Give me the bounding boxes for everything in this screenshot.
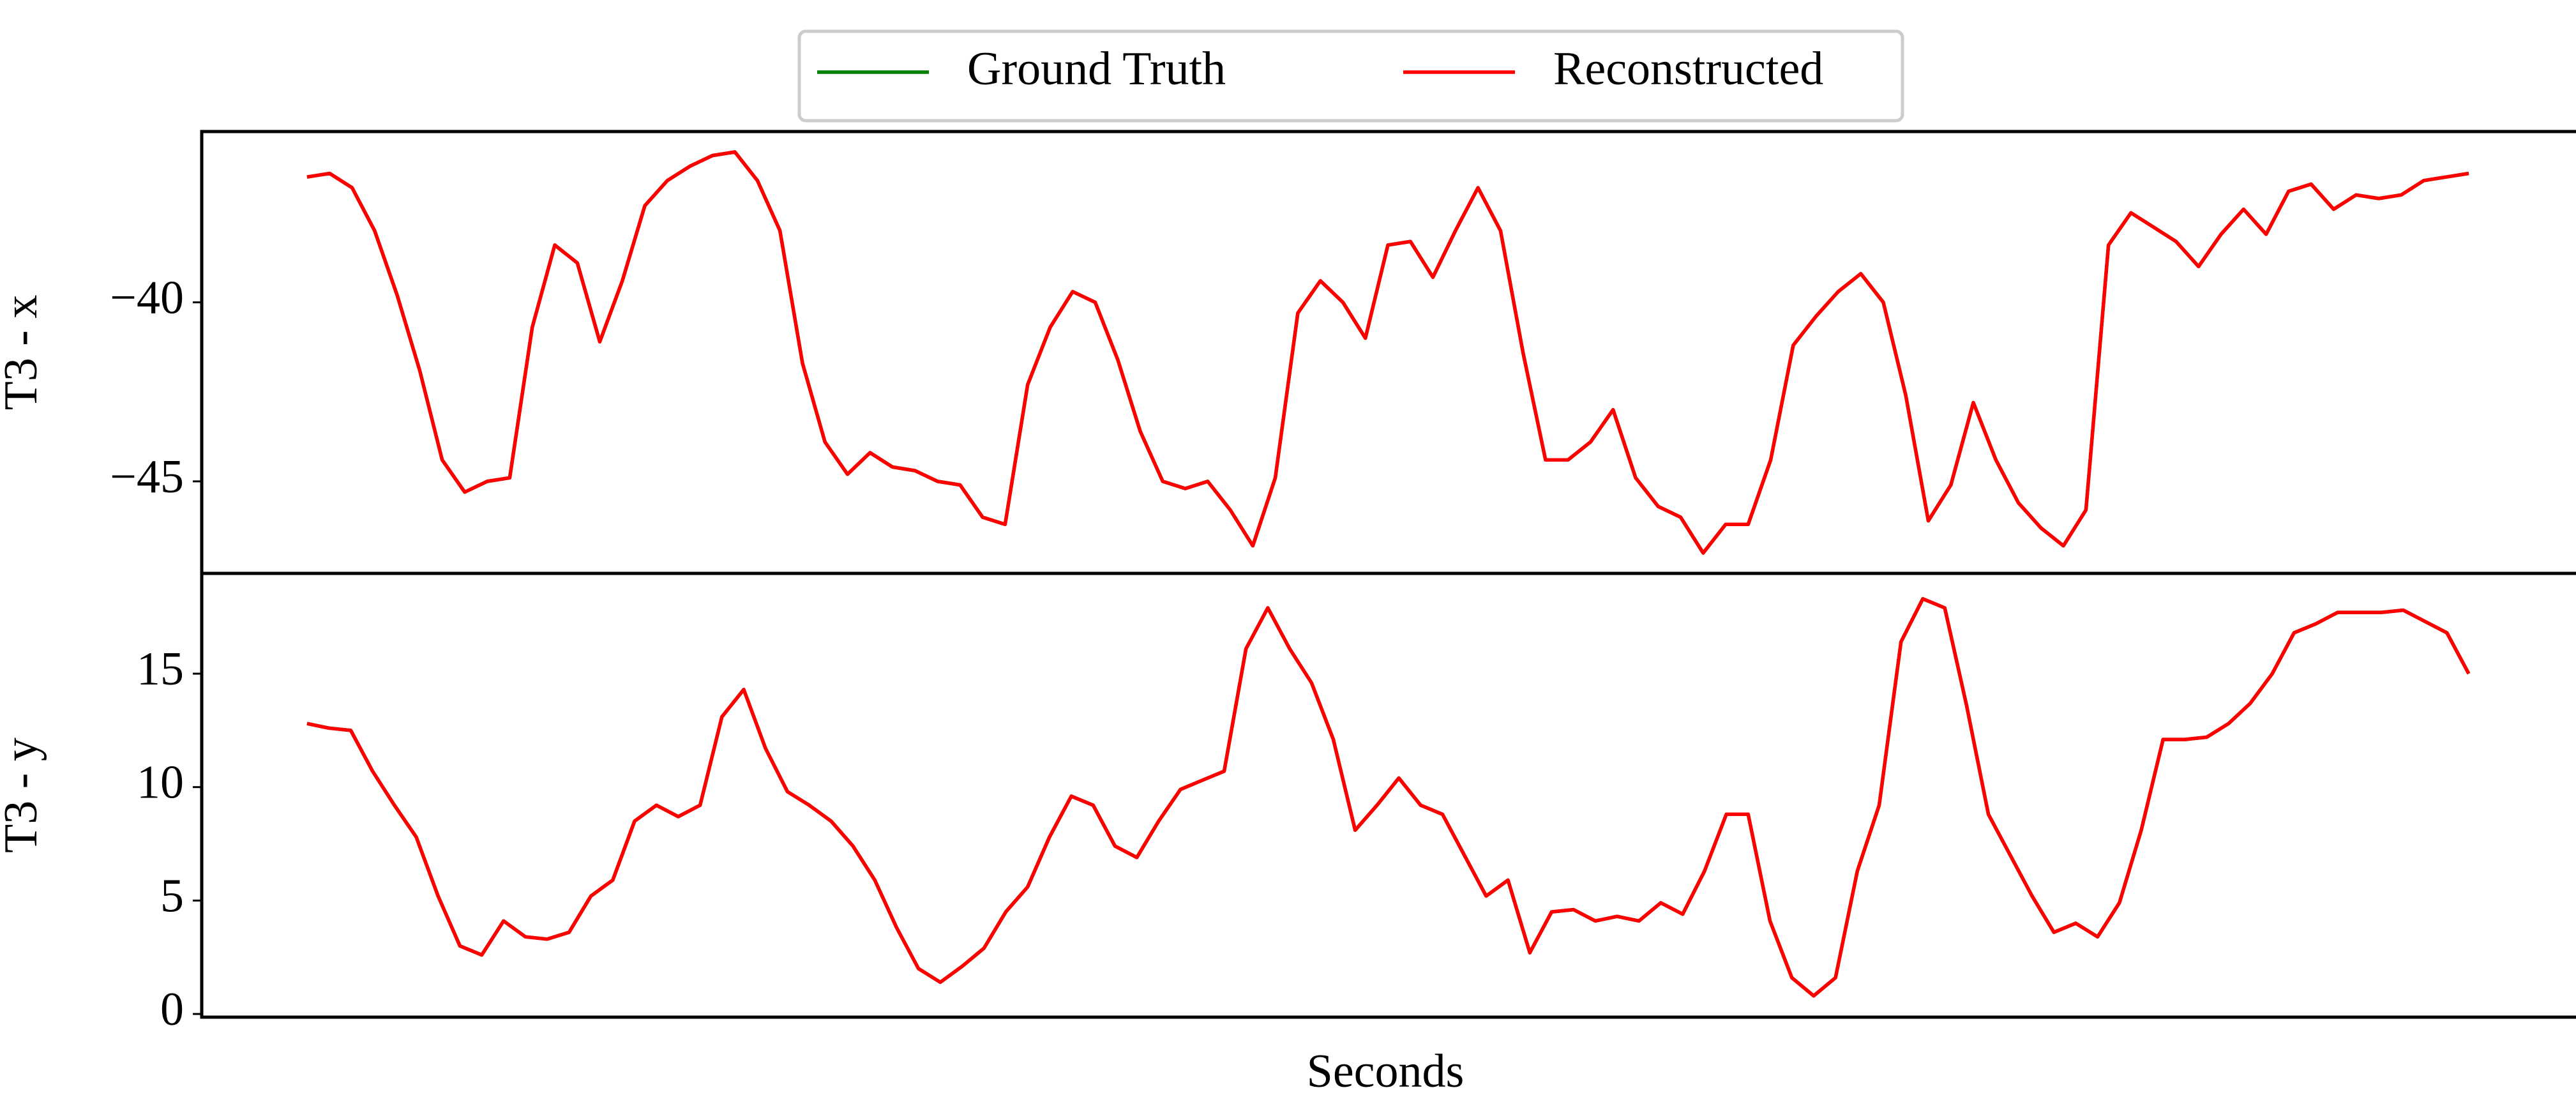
plot-frame [200, 130, 2576, 575]
y-tick-label: −45 [110, 451, 184, 503]
y-axis-label: T3 - x [0, 295, 47, 411]
series-line [306, 150, 2469, 555]
plot-frame [200, 571, 2576, 1019]
legend-box [797, 29, 1904, 123]
y-tick-label: 10 [137, 757, 184, 809]
series-line [306, 150, 2469, 555]
y-tick-label: −40 [110, 271, 184, 324]
y-axis-label: T3 - y [0, 737, 47, 853]
legend-label: Reconstructed [1553, 43, 1823, 95]
series-line [306, 597, 2471, 998]
y-tick-label: 15 [137, 643, 184, 695]
y-tick-label: 0 [160, 983, 184, 1036]
series-line [306, 597, 2471, 998]
x-axis-label: Seconds [1307, 1045, 1465, 1098]
legend-label: Ground Truth [967, 43, 1226, 95]
y-tick-label: 5 [160, 870, 184, 922]
